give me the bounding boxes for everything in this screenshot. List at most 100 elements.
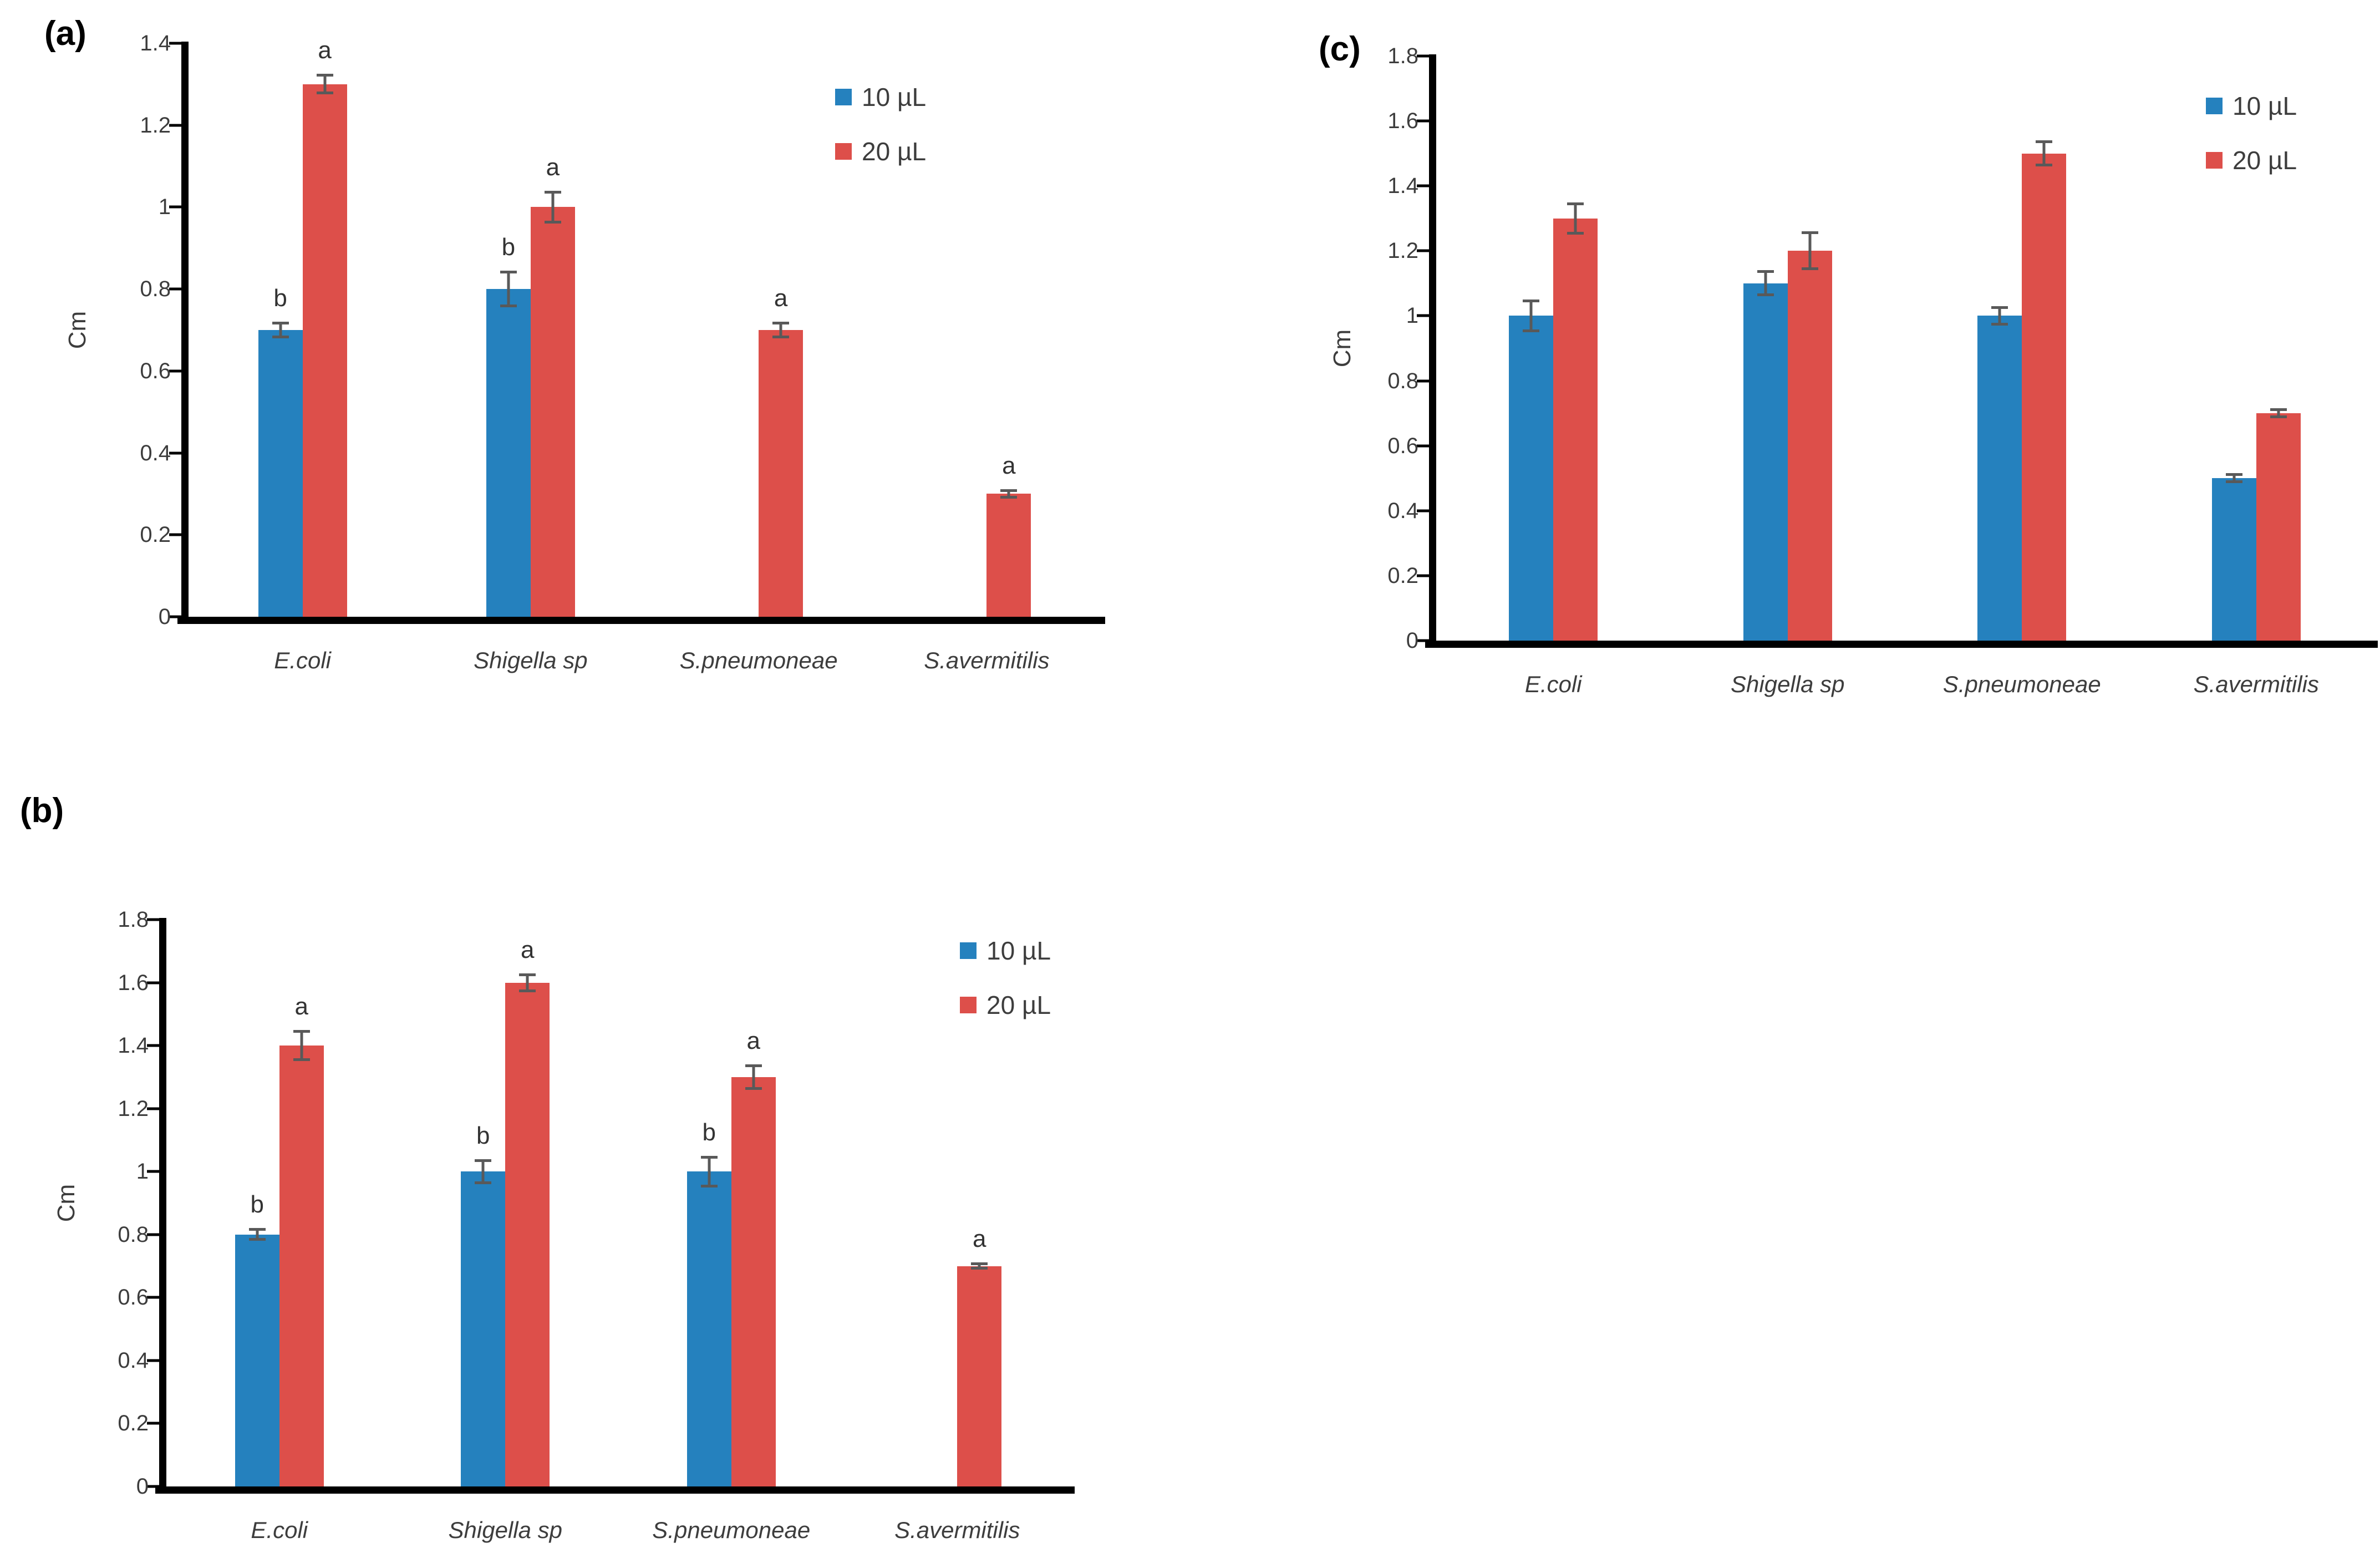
y-tick-label: 0.8 <box>140 277 171 302</box>
error-bar-stem <box>1998 306 2001 326</box>
error-bar-bottom-cap <box>1567 232 1584 235</box>
bar-20µL-Shigella-sp <box>1787 251 1832 641</box>
y-tick-label: 1.8 <box>118 907 149 932</box>
y-tick-label: 1 <box>136 1159 149 1184</box>
error-bar-top-cap <box>700 1155 718 1159</box>
panel-label: (a) <box>44 14 87 53</box>
y-tick-label: 1.6 <box>118 970 149 995</box>
y-tick-mark <box>1417 314 1429 317</box>
y-tick-label: 1.4 <box>1387 174 1418 199</box>
y-tick-mark <box>147 918 159 921</box>
x-category-label: E.coli <box>251 1517 308 1543</box>
error-bar-stem <box>1764 270 1767 297</box>
bar-10µL-Shigella-sp <box>461 1171 506 1486</box>
error-bar-stem <box>279 322 282 338</box>
error-bar-bottom-cap <box>500 305 517 308</box>
error-bar-bottom-cap <box>293 1058 310 1062</box>
error-bar <box>2036 140 2053 167</box>
bar-10µL-Shigella-sp <box>486 289 531 617</box>
error-bar <box>772 322 790 338</box>
error-bar <box>745 1064 762 1090</box>
error-bar-bottom-cap <box>971 1267 988 1270</box>
error-bar-stem <box>2232 473 2236 483</box>
legend-entry: 10 µL <box>835 81 926 113</box>
bar-20µL-S.pneumoneae <box>759 330 803 617</box>
error-bar <box>700 1155 718 1187</box>
error-bar-bottom-cap <box>700 1184 718 1187</box>
y-tick-label: 0.6 <box>140 358 171 383</box>
error-bar-top-cap <box>1991 306 2008 309</box>
error-bar-top-cap <box>2270 408 2287 412</box>
y-tick-label: 0.2 <box>140 522 171 547</box>
y-tick-mark <box>1417 119 1429 123</box>
error-bar <box>2225 473 2242 483</box>
error-bar <box>971 1262 988 1270</box>
error-bar-stem <box>779 322 782 338</box>
error-bar-bottom-cap <box>1523 329 1540 332</box>
bar-20µL-S.avermitilis <box>2256 413 2301 641</box>
error-bar-top-cap <box>1567 202 1584 205</box>
legend-swatch <box>835 143 852 160</box>
y-tick-mark <box>147 1296 159 1299</box>
error-bar-stem <box>2042 140 2046 167</box>
error-bar <box>1567 202 1584 235</box>
error-bar-stem <box>978 1262 981 1270</box>
bar-10µL-E.coli <box>235 1234 279 1486</box>
y-tick-mark <box>1417 54 1429 58</box>
legend-entry: 20 µL <box>835 135 926 168</box>
y-tick-label: 1 <box>158 195 171 220</box>
error-bar-stem <box>1808 231 1812 271</box>
y-axis-title: Cm <box>64 311 91 349</box>
error-bar-stem <box>300 1029 303 1062</box>
y-tick-label: 1.8 <box>1387 44 1418 68</box>
error-bar-stem <box>2277 408 2280 418</box>
y-tick-label: 0.4 <box>140 440 171 465</box>
x-category-label: S.avermitilis <box>924 647 1050 673</box>
error-bar <box>272 322 289 338</box>
x-category-label: S.avermitilis <box>2193 671 2319 697</box>
x-category-label: S.pneumoneae <box>1942 671 2101 697</box>
error-bar-top-cap <box>293 1029 310 1033</box>
bar-20µL-S.avermitilis <box>957 1266 1002 1486</box>
y-tick-mark <box>169 205 181 209</box>
chart-panel-b: (b) Cm 0 0.2 0.4 0.6 0.8 1 1.2 1.4 1.6 1.8 E.coli S… <box>0 781 1190 1558</box>
bar-10µL-S.avermitilis <box>2211 478 2256 641</box>
x-category-label: Shigella sp <box>1731 671 1845 697</box>
significance-letter: b <box>702 1118 716 1146</box>
error-bar <box>293 1029 310 1062</box>
y-tick-mark <box>1417 379 1429 383</box>
y-tick-label: 0.4 <box>118 1348 149 1373</box>
error-bar-top-cap <box>2225 473 2242 476</box>
error-bar-top-cap <box>475 1159 492 1162</box>
error-bar-top-cap <box>544 190 561 194</box>
y-tick-mark <box>1417 509 1429 512</box>
bar-10µL-S.pneumoneae <box>1977 316 2022 641</box>
error-bar <box>316 74 333 95</box>
error-bar-bottom-cap <box>248 1238 266 1241</box>
error-bar <box>519 973 536 992</box>
significance-letter: b <box>273 285 287 312</box>
error-bar-bottom-cap <box>1757 293 1774 297</box>
y-tick-label: 0.2 <box>118 1411 149 1436</box>
error-bar-top-cap <box>745 1064 762 1068</box>
legend-swatch <box>2206 98 2223 114</box>
y-tick-label: 0.8 <box>1387 368 1418 393</box>
y-tick-label: 1.2 <box>118 1096 149 1121</box>
error-bar-bottom-cap <box>2270 415 2287 418</box>
y-tick-mark <box>147 1233 159 1236</box>
significance-letter: a <box>774 285 788 312</box>
error-bar-stem <box>256 1228 259 1241</box>
y-tick-mark <box>169 615 181 618</box>
y-tick-mark <box>169 533 181 536</box>
error-bar-bottom-cap <box>1801 267 1818 271</box>
error-bar-bottom-cap <box>475 1181 492 1184</box>
error-bar-top-cap <box>316 74 333 77</box>
error-bar-stem <box>708 1155 711 1187</box>
significance-letter: a <box>973 1225 986 1252</box>
bar-20µL-E.coli <box>302 84 347 617</box>
y-tick-mark <box>1417 184 1429 187</box>
legend-label: 20 µL <box>986 991 1051 1019</box>
y-tick-mark <box>147 1044 159 1047</box>
error-bar-bottom-cap <box>745 1087 762 1090</box>
bar-20µL-S.avermitilis <box>986 494 1031 617</box>
